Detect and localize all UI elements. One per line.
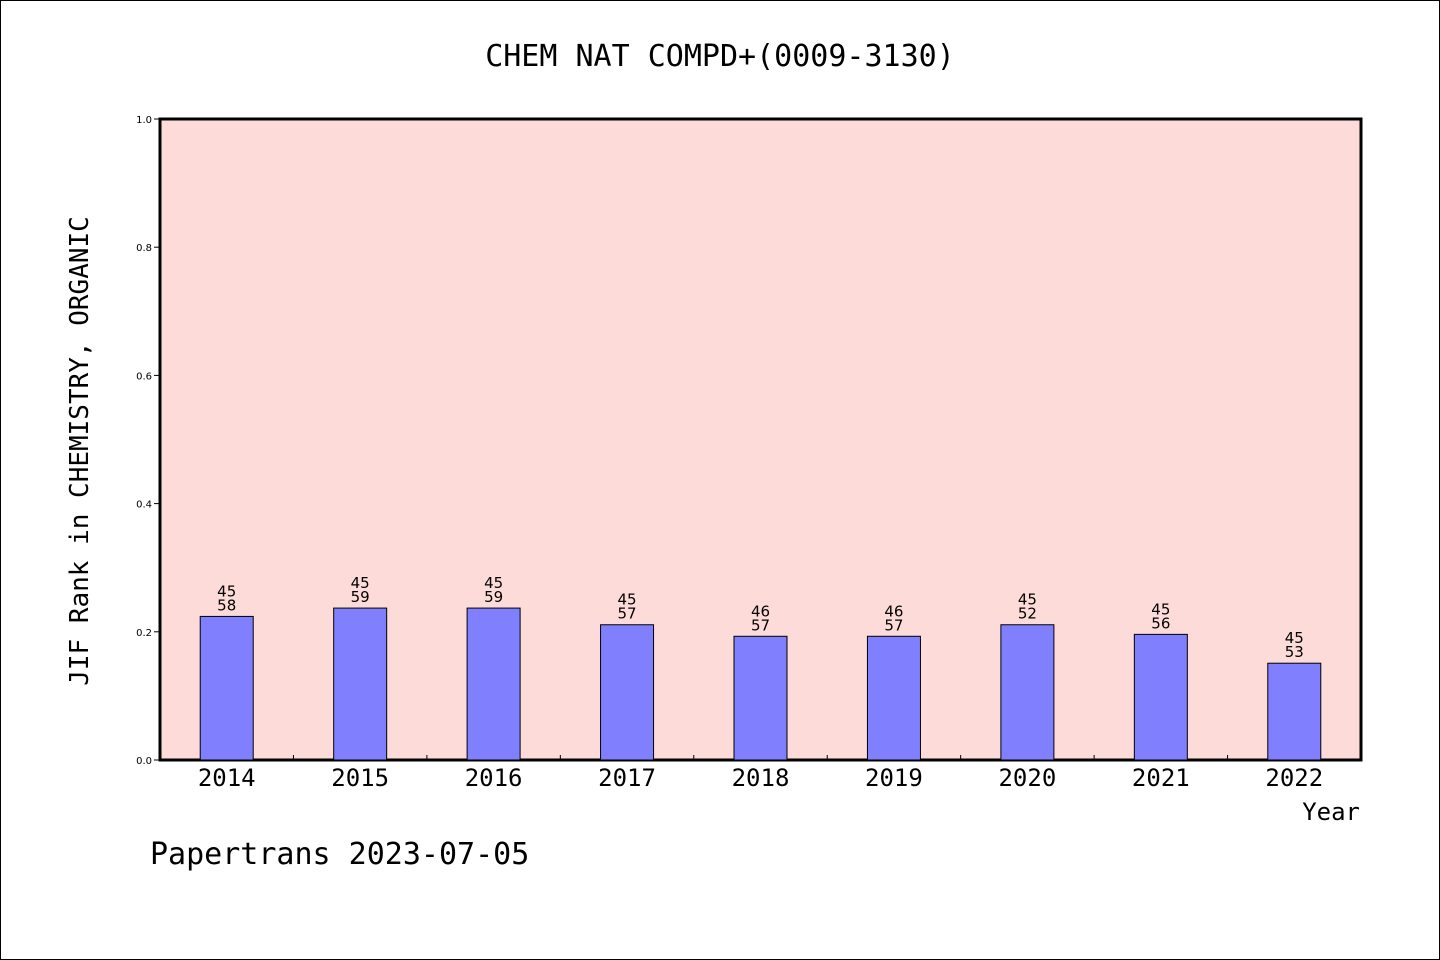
data-label-bottom: 57 [618, 605, 637, 623]
x-tick-label: 2020 [998, 764, 1056, 792]
data-label-bottom: 56 [1151, 614, 1170, 632]
bar-2021 [1133, 633, 1188, 761]
data-label-bottom: 53 [1285, 643, 1304, 661]
bar-series [199, 607, 1322, 761]
x-tick-label: 2022 [1265, 764, 1323, 792]
data-label-top: 45 [484, 574, 503, 592]
y-tick-label: 0.6 [136, 371, 152, 382]
bar-2022 [1267, 662, 1322, 761]
data-label-top: 45 [618, 591, 637, 609]
x-tick-label: 2016 [465, 764, 523, 792]
x-tick-label: 2021 [1132, 764, 1190, 792]
y-tick-label: 0.4 [136, 500, 152, 511]
bar-2020 [1000, 624, 1055, 761]
data-label-bottom: 58 [217, 596, 236, 614]
data-label-bottom: 59 [484, 588, 503, 606]
bar-2018 [733, 635, 788, 761]
data-label-bottom: 52 [1018, 605, 1037, 623]
data-label-bottom: 57 [884, 616, 903, 634]
bar-2017 [600, 624, 655, 761]
footer-credit: Papertrans 2023-07-05 [150, 837, 529, 872]
y-tick-label: 0.2 [136, 628, 152, 639]
data-label-bottom: 59 [351, 588, 370, 606]
y-tick-label: 1.0 [136, 115, 152, 126]
chart-title: CHEM NAT COMPD+(0009-3130) [485, 39, 955, 74]
data-label-top: 45 [1285, 629, 1304, 647]
y-axis: 0.0 0.2 0.4 0.6 0.8 1.0 [136, 115, 160, 767]
data-label-top: 46 [751, 602, 770, 620]
data-label-top: 45 [1151, 600, 1170, 618]
data-label-top: 45 [217, 582, 236, 600]
data-label-top: 46 [884, 602, 903, 620]
y-tick-label: 0.8 [136, 243, 152, 254]
x-axis-label: Year [1302, 798, 1360, 826]
x-tick-label: 2018 [732, 764, 790, 792]
data-label-top: 45 [1018, 591, 1037, 609]
y-axis-label: JIF Rank in CHEMISTRY, ORGANIC [65, 216, 95, 686]
bar-2016 [466, 607, 521, 761]
x-tick-label: 2015 [331, 764, 389, 792]
bar-2019 [866, 635, 921, 761]
data-label-top: 45 [351, 574, 370, 592]
x-tick-label: 2014 [198, 764, 256, 792]
y-tick-label: 0.0 [136, 756, 152, 767]
x-tick-label: 2019 [865, 764, 923, 792]
data-label-bottom: 57 [751, 616, 770, 634]
x-tick-label: 2017 [598, 764, 656, 792]
bar-2015 [333, 607, 388, 761]
bar-2014 [199, 615, 254, 761]
x-axis: 2014 2015 2016 2017 2018 2019 2020 2021 2022 [198, 755, 1323, 792]
